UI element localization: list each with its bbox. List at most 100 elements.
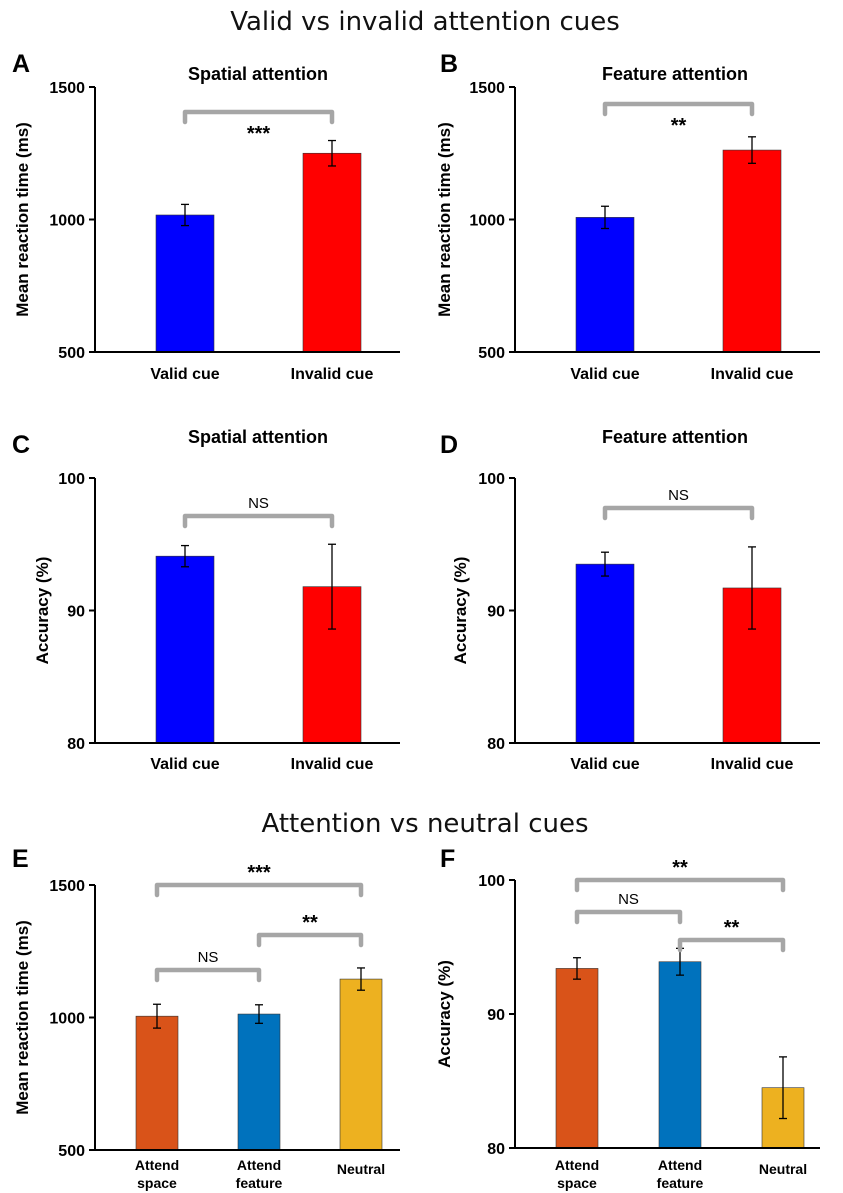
bar-1: [135, 1015, 179, 1151]
y-tick-label: 500: [478, 345, 505, 362]
panel-letter: B: [440, 50, 458, 78]
significance-label: **: [671, 115, 687, 137]
chart-panels: A Spatial attention Mean reaction time (ms…: [12, 50, 820, 1191]
bar-1: [555, 968, 599, 1149]
bar-1: [575, 563, 635, 744]
panel-letter: D: [440, 431, 458, 459]
y-tick-label: 90: [487, 1007, 505, 1024]
significance-label: NS: [668, 487, 689, 504]
significance-label: **: [672, 857, 688, 879]
bracket-line: [602, 505, 755, 521]
error-bar-2: [748, 136, 756, 164]
bracket-line: [574, 877, 786, 893]
y-tick-label: 100: [478, 471, 505, 488]
y-axis-label: Accuracy (%): [451, 557, 470, 665]
panel-letter: C: [12, 431, 30, 459]
y-tick-label: 80: [487, 736, 505, 753]
x-tick-label: Valid cue: [570, 756, 639, 773]
significance-label: NS: [618, 891, 639, 908]
bracket-line: [182, 109, 335, 125]
error-bar-1: [181, 203, 189, 227]
significance-label: **: [302, 912, 318, 934]
bar-1: [575, 217, 635, 353]
section-title-valid-invalid: Valid vs invalid attention cues: [230, 7, 620, 37]
error-bar-1: [601, 551, 609, 577]
error-bar-2: [328, 543, 336, 630]
significance-bracket: **: [677, 917, 786, 953]
bracket-line: [256, 932, 364, 948]
bar-1: [155, 555, 215, 744]
y-axis-label: Accuracy (%): [33, 557, 52, 665]
bar-1: [155, 214, 215, 353]
x-tick-label: Invalid cue: [291, 366, 374, 383]
error-bar-2: [328, 139, 336, 167]
significance-bracket: ***: [154, 862, 364, 898]
y-axis-label: Mean reaction time (ms): [13, 920, 32, 1115]
panel-b: B Feature attention Mean reaction time (ms…: [435, 50, 820, 383]
x-tick-label: Neutral: [759, 1161, 807, 1177]
error-bar-1: [181, 544, 189, 568]
x-tick-label: Attend space: [135, 1157, 179, 1191]
panel-c: C Spatial attention Accuracy (%) 80 90 100 Val…: [12, 427, 400, 773]
x-tick-label: Invalid cue: [291, 756, 374, 773]
significance-bracket: **: [574, 857, 786, 893]
bracket-line: [154, 967, 262, 983]
bar-3: [339, 978, 383, 1151]
significance-bracket: NS: [182, 495, 335, 529]
y-tick-label: 100: [58, 471, 85, 488]
error-bar-3: [779, 1056, 787, 1120]
bracket-line: [602, 101, 755, 117]
y-tick-label: 500: [58, 345, 85, 362]
y-tick-label: 1500: [469, 80, 505, 97]
significance-label: ***: [247, 123, 271, 145]
panel-d: D Feature attention Accuracy (%) 80 90 100 Val…: [440, 427, 820, 773]
bracket-line: [182, 513, 335, 529]
y-tick-label: 90: [487, 604, 505, 621]
y-tick-label: 1000: [469, 213, 505, 230]
bracket-line: [677, 937, 786, 953]
y-tick-label: 1500: [49, 878, 85, 895]
error-bar-2: [255, 1004, 263, 1024]
bracket-line: [574, 909, 683, 925]
panel-letter: E: [12, 845, 29, 873]
chart-title: Feature attention: [602, 64, 748, 84]
y-tick-label: 1000: [49, 213, 85, 230]
panel-e: E Mean reaction time (ms) 500 1000 1500 Atten…: [12, 845, 400, 1191]
panel-f: F Accuracy (%) 80 90 100 Attend space Attend fea…: [435, 845, 820, 1191]
significance-label: NS: [248, 495, 269, 512]
significance-label: NS: [198, 949, 219, 966]
y-tick-label: 500: [58, 1143, 85, 1160]
significance-bracket: NS: [602, 487, 755, 521]
panel-letter: A: [12, 50, 30, 78]
x-tick-label: Neutral: [337, 1161, 385, 1177]
bar-2: [237, 1013, 281, 1151]
x-tick-label: Attend space: [555, 1157, 599, 1191]
significance-label: **: [724, 917, 740, 939]
section-title-attention-neutral: Attention vs neutral cues: [261, 809, 588, 839]
error-bar-1: [601, 205, 609, 230]
chart-title: Spatial attention: [188, 64, 328, 84]
bar-2: [658, 961, 702, 1149]
significance-bracket: **: [602, 101, 755, 137]
y-axis-label: Mean reaction time (ms): [435, 122, 454, 317]
y-tick-label: 1500: [49, 80, 85, 97]
significance-bracket: NS: [574, 891, 683, 925]
error-bar-3: [357, 967, 365, 991]
x-tick-label: Valid cue: [150, 756, 219, 773]
x-tick-label: Invalid cue: [711, 756, 794, 773]
x-tick-label: Valid cue: [570, 366, 639, 383]
y-tick-label: 1000: [49, 1011, 85, 1028]
error-bar-2: [748, 546, 756, 630]
chart-title: Feature attention: [602, 427, 748, 447]
error-bar-1: [573, 957, 581, 980]
bracket-line: [154, 882, 364, 898]
significance-bracket: ***: [182, 109, 335, 145]
x-tick-label: Invalid cue: [711, 366, 794, 383]
y-tick-label: 80: [67, 736, 85, 753]
panel-a: A Spatial attention Mean reaction time (ms…: [12, 50, 400, 383]
x-tick-label: Attend feature: [657, 1157, 704, 1191]
y-tick-label: 100: [478, 873, 505, 890]
y-tick-label: 90: [67, 604, 85, 621]
significance-bracket: **: [256, 912, 364, 948]
